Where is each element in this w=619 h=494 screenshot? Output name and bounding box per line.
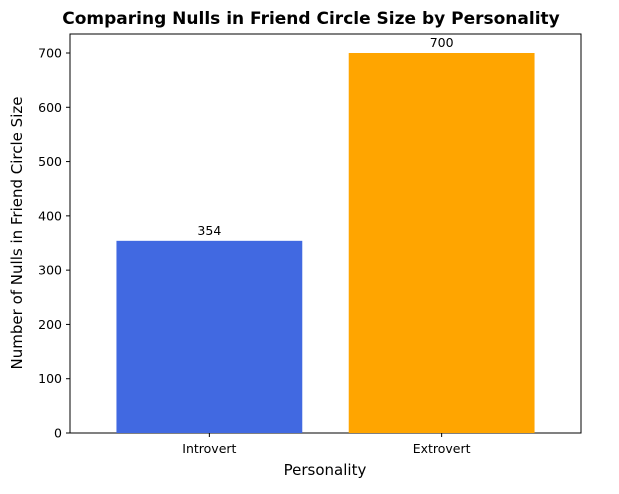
y-axis-label: Number of Nulls in Friend Circle Size — [8, 97, 26, 370]
x-tick-label-introvert: Introvert — [182, 441, 236, 456]
y-axis-ticks: 0 100 200 300 400 500 600 700 — [38, 46, 70, 441]
bars-group — [116, 53, 535, 433]
data-label-extrovert: 700 — [430, 35, 454, 50]
y-tick-label-200: 200 — [38, 317, 62, 332]
plot-area — [69, 33, 582, 434]
y-tick-label-600: 600 — [38, 100, 62, 115]
chart-title: Comparing Nulls in Friend Circle Size by… — [62, 9, 559, 29]
y-tick-label-500: 500 — [38, 154, 62, 169]
y-tick-label-0: 0 — [54, 426, 62, 441]
y-tick-label-100: 100 — [38, 371, 62, 386]
plot-frame — [69, 33, 582, 434]
x-axis-label: Personality — [284, 461, 367, 479]
bar-introvert — [116, 240, 303, 433]
x-axis-ticks: Introvert Extrovert — [182, 433, 471, 456]
x-tick-label-extrovert: Extrovert — [413, 441, 471, 456]
data-labels-group: 354 700 — [197, 35, 453, 238]
y-tick-label-400: 400 — [38, 208, 62, 223]
data-label-introvert: 354 — [197, 223, 221, 238]
bar-extrovert — [348, 53, 535, 433]
y-tick-label-700: 700 — [38, 46, 62, 61]
y-tick-label-300: 300 — [38, 263, 62, 278]
